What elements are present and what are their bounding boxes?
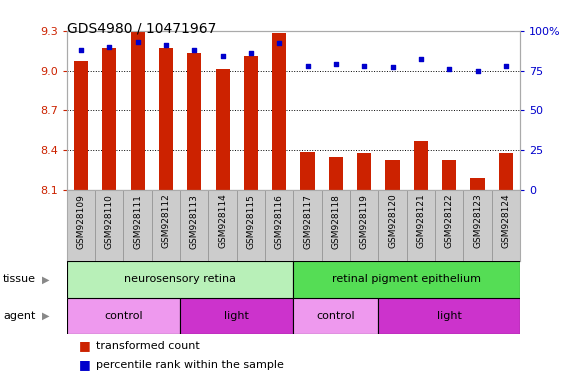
Text: ▶: ▶ [42,274,49,285]
Text: retinal pigment epithelium: retinal pigment epithelium [332,274,481,285]
Bar [159,48,173,190]
Text: percentile rank within the sample: percentile rank within the sample [96,360,284,370]
Text: GSM928113: GSM928113 [190,194,199,248]
Bar [414,141,428,190]
Bar [498,153,513,190]
Bar [329,157,343,190]
Bar [131,32,145,190]
Point [416,56,425,63]
Bar [102,48,116,190]
Point [189,47,199,53]
Text: ■: ■ [78,339,90,352]
Point [218,53,227,59]
Point [473,68,482,74]
Text: GSM928120: GSM928120 [388,194,397,248]
Bar [67,298,180,334]
Point [162,42,171,48]
Bar [378,298,520,334]
Point [133,39,142,45]
Text: GSM928117: GSM928117 [303,194,312,248]
Text: GSM928122: GSM928122 [444,194,454,248]
Text: GSM928110: GSM928110 [105,194,114,248]
Bar [180,298,293,334]
Text: GSM928119: GSM928119 [360,194,369,248]
Bar [300,152,315,190]
Point [303,63,312,69]
Text: GSM928116: GSM928116 [275,194,284,248]
Text: GSM928114: GSM928114 [218,194,227,248]
Bar [67,261,293,298]
Bar [74,61,88,190]
Text: light: light [224,311,249,321]
Text: GSM928109: GSM928109 [77,194,85,248]
Point [105,44,114,50]
Bar [272,33,286,190]
Text: GSM928118: GSM928118 [331,194,340,248]
Point [501,63,511,69]
Text: GSM928115: GSM928115 [246,194,256,248]
Text: GSM928111: GSM928111 [133,194,142,248]
Point [444,66,454,72]
Text: control: control [104,311,143,321]
Text: GSM928112: GSM928112 [162,194,170,248]
Bar [357,153,371,190]
Point [76,47,85,53]
Text: GSM928124: GSM928124 [501,194,510,248]
Bar [187,53,202,190]
Bar [244,56,258,190]
Text: neurosensory retina: neurosensory retina [124,274,236,285]
Point [275,40,284,46]
Bar [385,159,400,190]
Text: control: control [317,311,355,321]
Bar [293,261,520,298]
Text: GSM928123: GSM928123 [473,194,482,248]
Text: tissue: tissue [3,274,36,285]
Bar [216,69,229,190]
Point [331,61,340,67]
Bar [293,298,378,334]
Text: transformed count: transformed count [96,341,200,351]
Bar [471,178,485,190]
Text: ▶: ▶ [42,311,49,321]
Text: GSM928121: GSM928121 [417,194,425,248]
Bar [442,159,456,190]
Text: agent: agent [3,311,35,321]
Text: GDS4980 / 10471967: GDS4980 / 10471967 [67,21,216,35]
Point [246,50,256,56]
Text: light: light [437,311,462,321]
Point [388,64,397,70]
Text: ■: ■ [78,358,90,371]
Point [360,63,369,69]
